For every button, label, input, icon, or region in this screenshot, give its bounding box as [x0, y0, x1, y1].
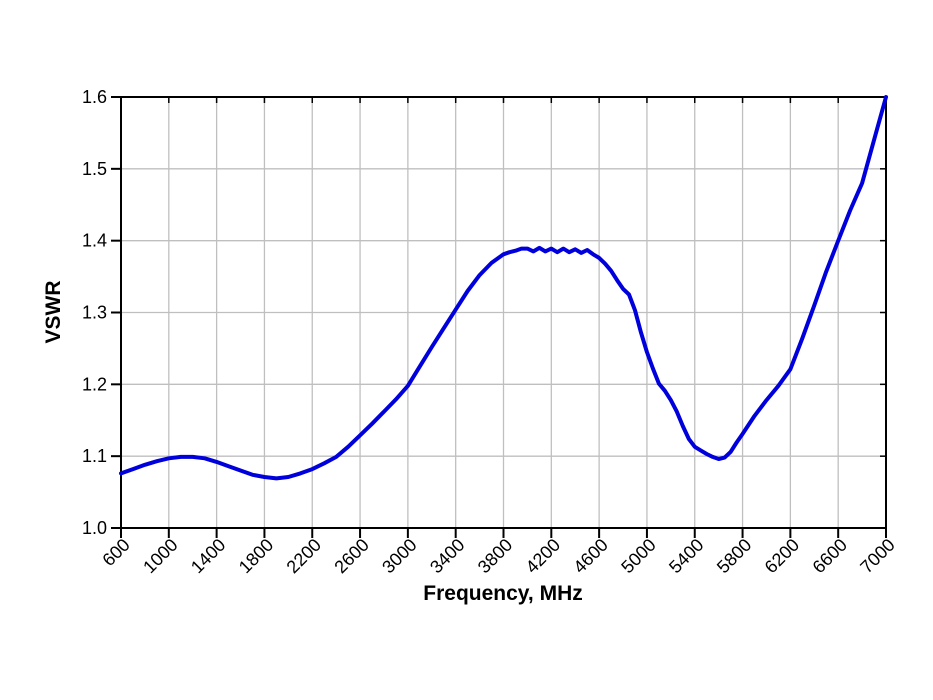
x-tick-label: 1400 — [187, 535, 229, 577]
x-tick-label: 7000 — [856, 535, 898, 577]
x-tick-label: 3800 — [474, 535, 516, 577]
y-axis-title: VSWR — [42, 281, 65, 344]
x-tick-label: 5400 — [665, 535, 707, 577]
y-tick-label: 1.2 — [82, 374, 107, 394]
x-tick-label: 2600 — [330, 535, 372, 577]
x-tick-label: 4600 — [569, 535, 611, 577]
vswr-curve — [119, 95, 888, 481]
x-tick-label: 2200 — [283, 535, 325, 577]
x-tick-label: 600 — [98, 535, 133, 570]
x-tick-label: 6600 — [809, 535, 851, 577]
x-tick-label: 5000 — [617, 535, 659, 577]
x-tick-label: 1800 — [235, 535, 277, 577]
x-tick-label: 3400 — [426, 535, 468, 577]
y-tick-label: 1.4 — [82, 231, 107, 251]
x-tick-label: 5800 — [713, 535, 755, 577]
y-tick-label: 1.6 — [82, 87, 107, 107]
gridlines — [121, 97, 886, 528]
x-tick-label: 6200 — [761, 535, 803, 577]
y-tick-label: 1.1 — [82, 446, 107, 466]
x-tick-label: 3000 — [378, 535, 420, 577]
axis-ticks — [111, 96, 887, 538]
y-tick-label: 1.3 — [82, 303, 107, 323]
y-tick-label: 1.5 — [82, 159, 107, 179]
vswr-curve-layer — [119, 95, 888, 481]
y-tick-labels: 1.0 1.1 1.2 1.3 1.4 1.5 1.6 — [82, 87, 107, 538]
x-tick-label: 1000 — [139, 535, 181, 577]
x-tick-label: 4200 — [522, 535, 564, 577]
x-axis-title: Frequency, MHz — [423, 582, 582, 605]
plot-border — [120, 96, 887, 529]
y-tick-label: 1.0 — [82, 518, 107, 538]
x-tick-labels: 600 1000 1400 1800 2200 2600 3000 3400 3800 4200 4… — [98, 535, 898, 577]
